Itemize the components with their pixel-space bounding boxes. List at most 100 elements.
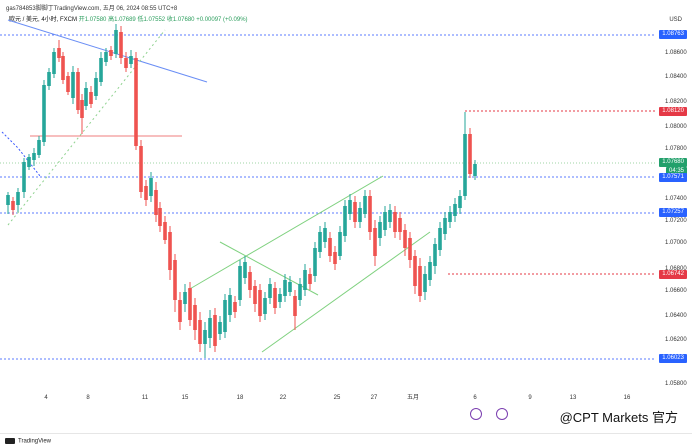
bullish-candle: [438, 228, 442, 250]
bullish-candle: [323, 228, 327, 242]
high-value: 高1.07689: [108, 17, 136, 23]
downtrend-line: [7, 19, 208, 83]
y-axis-tick-label: 1.08400: [665, 74, 687, 80]
bearish-candle: [328, 238, 332, 256]
symbol-label[interactable]: 欧元 / 美元, 4小时, FXCM: [9, 17, 78, 23]
bullish-candle: [263, 298, 267, 314]
price-axis-tag: 1.07680: [659, 158, 687, 167]
bearish-candle: [134, 58, 138, 146]
bullish-candle: [114, 30, 118, 54]
x-axis-tick-label: 8: [86, 395, 90, 401]
x-axis-tick-label: 16: [624, 395, 631, 401]
bearish-candle: [248, 272, 252, 290]
price-axis-tag: 1.07257: [659, 208, 687, 217]
price-axis-tag: 1.06023: [659, 354, 687, 363]
bullish-candle: [47, 72, 51, 86]
bullish-candle: [84, 88, 88, 106]
x-axis-tick-label: 13: [570, 395, 577, 401]
close-value: 收1.07680: [166, 17, 195, 23]
circle-icon: [496, 408, 508, 420]
tradingview-logo-icon: [5, 438, 15, 445]
bullish-candle: [343, 206, 347, 236]
change-value: +0.00097 (+0.09%): [196, 17, 248, 23]
bearish-candle: [368, 196, 372, 232]
bearish-candle: [178, 300, 182, 322]
bullish-candle: [52, 52, 56, 74]
bullish-candle: [423, 274, 427, 292]
bearish-candle: [213, 315, 217, 346]
bullish-candle: [71, 72, 75, 98]
bullish-candle: [16, 192, 20, 205]
bullish-candle: [104, 52, 108, 62]
watermark-text: @CPT Markets 官方: [559, 410, 678, 425]
bearish-candle: [198, 320, 202, 344]
bearish-candle: [333, 252, 337, 264]
price-axis-tag: 1.06742: [659, 270, 687, 279]
bullish-candle: [473, 164, 477, 176]
chart-header-text: gas784853脚脚丁TradingView.com, 五月 06, 2024…: [6, 6, 178, 12]
bearish-candle: [57, 48, 61, 58]
bearish-candle: [193, 305, 197, 330]
channel-upper-line: [187, 175, 384, 291]
tradingview-logo[interactable]: TradingView: [5, 438, 51, 445]
y-axis-tick-label: 1.08200: [665, 99, 687, 105]
y-axis-tick-label: 1.07400: [665, 196, 687, 202]
y-axis-tick-label: 1.08000: [665, 124, 687, 130]
bearish-candle: [168, 232, 172, 270]
x-axis-tick-label: 五月: [407, 394, 419, 401]
bullish-candle: [183, 292, 187, 304]
bullish-candle: [358, 208, 362, 222]
uptrend-dotted-line: [7, 29, 166, 226]
price-axis-tag: 04:35: [665, 167, 687, 176]
bullish-candle: [203, 330, 207, 344]
bearish-candle: [154, 190, 158, 215]
bearish-candle: [258, 290, 262, 316]
y-axis-tick-label: 1.07000: [665, 240, 687, 246]
bullish-candle: [22, 162, 26, 192]
bearish-candle: [61, 56, 65, 80]
bullish-candle: [94, 78, 98, 96]
bullish-candle: [458, 196, 462, 208]
bullish-candle: [318, 232, 322, 252]
bearish-candle: [393, 212, 397, 232]
bearish-candle: [273, 288, 277, 308]
price-axis-tag: 1.07571: [659, 173, 687, 182]
bullish-candle: [228, 295, 232, 315]
x-axis-tick-label: 11: [142, 395, 149, 401]
bullish-candle: [453, 204, 457, 216]
bearish-candle: [173, 260, 177, 300]
tradingview-logo-text: TradingView: [18, 439, 52, 445]
open-value: 开1.07580: [78, 17, 107, 23]
bearish-candle: [124, 58, 128, 68]
bearish-candle: [293, 296, 297, 316]
bearish-candle: [119, 32, 123, 58]
bearish-candle: [144, 186, 148, 200]
bullish-candle: [288, 282, 292, 292]
bearish-candle: [373, 228, 377, 256]
y-axis-tick-label: 1.05800: [665, 381, 687, 387]
bearish-candle: [80, 100, 84, 118]
bullish-candle: [278, 294, 282, 302]
bullish-candle: [243, 262, 247, 278]
bullish-candle: [303, 270, 307, 290]
y-axis-tick-label: 1.06600: [665, 288, 687, 294]
bearish-candle: [158, 208, 162, 226]
y-axis-tick-label: 1.08600: [665, 50, 687, 56]
bearish-candle: [413, 256, 417, 286]
bullish-candle: [388, 210, 392, 222]
x-axis-tick-label: 9: [528, 395, 532, 401]
bearish-candle: [163, 222, 167, 240]
x-axis-tick-label: 22: [280, 395, 287, 401]
channel-lower-line: [261, 231, 431, 353]
bullish-candle: [298, 284, 302, 300]
bearish-candle: [253, 286, 257, 304]
bullish-candle: [42, 85, 46, 142]
bearish-candle: [11, 201, 15, 210]
bullish-candle: [32, 153, 36, 160]
bullish-candle: [27, 157, 31, 167]
x-axis-tick-label: 15: [182, 395, 189, 401]
currency-label[interactable]: USD: [669, 17, 682, 23]
bullish-candle: [6, 195, 10, 205]
bearish-candle: [353, 202, 357, 222]
